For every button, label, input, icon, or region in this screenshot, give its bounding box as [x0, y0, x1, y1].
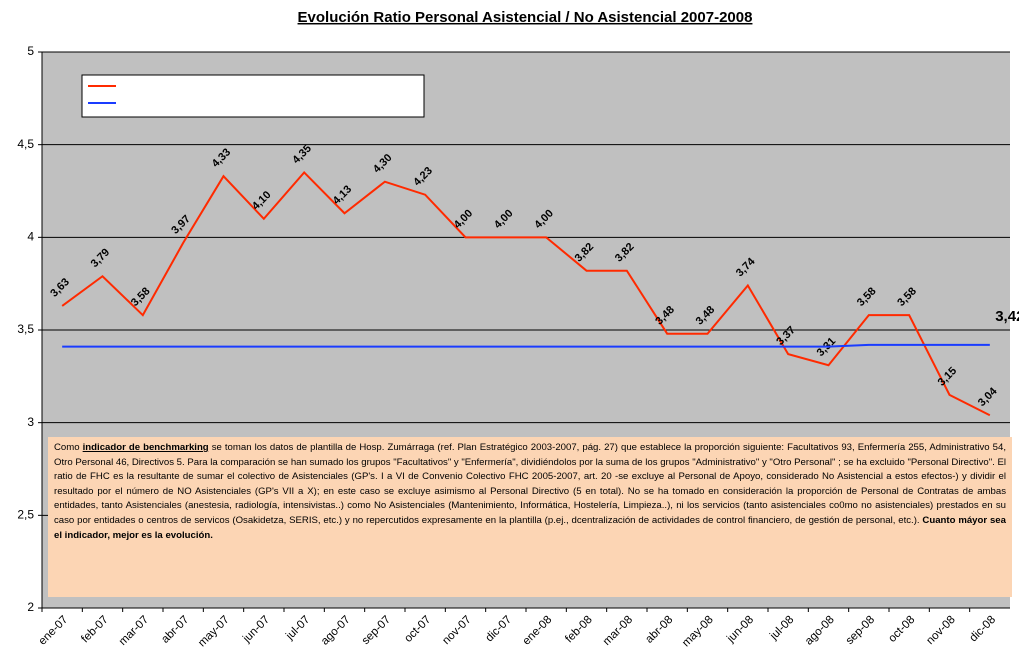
- y-tick-label: 3: [27, 415, 34, 429]
- x-tick-label: nov-07: [440, 614, 473, 647]
- annotation-text: indicador de benchmarking: [82, 442, 209, 453]
- annotation-text: Como: [54, 442, 83, 453]
- series-line: [62, 343, 990, 348]
- x-tick-label: dic-08: [967, 614, 998, 645]
- x-tick-label: sep-08: [844, 614, 877, 647]
- x-tick-label: jun-08: [724, 614, 756, 646]
- y-tick-label: 4,5: [17, 137, 34, 151]
- x-tick-label: mar-07: [117, 614, 151, 648]
- x-tick-label: jun-07: [240, 614, 272, 646]
- x-tick-label: abr-08: [643, 614, 675, 646]
- series-line: [61, 170, 991, 417]
- x-tick-label: oct-08: [886, 614, 917, 645]
- x-tick-label: nov-08: [924, 614, 957, 647]
- annotation-text: Cuanto máyor sea el indicador, mejor es …: [54, 514, 1006, 541]
- x-tick-label: feb-08: [563, 614, 595, 646]
- annotation-text: se toman los datos de plantilla de Hosp.…: [54, 442, 1007, 526]
- x-tick-label: ene-07: [37, 614, 71, 648]
- x-tick-label: ago-07: [319, 614, 353, 648]
- x-tick-label: jul-07: [283, 614, 312, 643]
- annotation: Como indicador de benchmarking se toman …: [48, 437, 1012, 597]
- x-tick-label: may-08: [680, 614, 716, 650]
- x-tick-label: feb-07: [79, 614, 111, 646]
- y-tick-label: 3,5: [17, 322, 34, 336]
- x-tick-label: abr-07: [159, 614, 191, 646]
- x-tick-label: ene-08: [521, 614, 555, 648]
- y-tick-label: 2: [27, 600, 34, 614]
- x-tick-label: sep-07: [360, 614, 393, 647]
- x-tick-label: dic-07: [483, 614, 514, 645]
- y-tick-label: 2,5: [17, 508, 34, 522]
- x-tick-label: mar-08: [601, 614, 635, 648]
- x-tick-label: may-07: [196, 614, 232, 650]
- value-label: 3,42: [995, 308, 1019, 325]
- y-tick-label: 5: [27, 44, 34, 58]
- y-tick-label: 4: [27, 230, 34, 244]
- x-tick-label: jul-08: [767, 614, 796, 643]
- legend: [81, 74, 425, 118]
- x-tick-label: oct-07: [402, 614, 433, 645]
- x-tick-label: ago-08: [803, 614, 837, 648]
- chart-title: Evolución Ratio Personal Asistencial / N…: [298, 9, 753, 26]
